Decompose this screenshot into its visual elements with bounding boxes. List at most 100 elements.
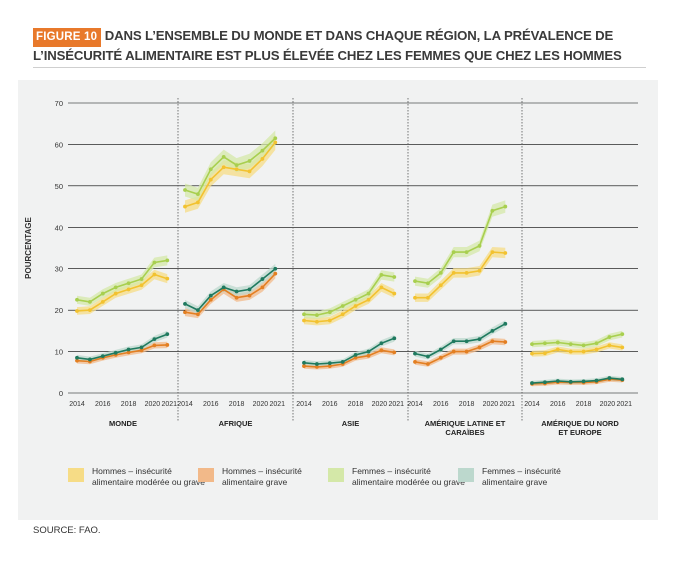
data-point bbox=[530, 342, 534, 347]
x-tick-label: 2021 bbox=[617, 401, 633, 408]
x-tick-label: 2018 bbox=[576, 401, 592, 408]
data-point bbox=[477, 337, 482, 342]
chart-panel: 0 10 20 30 40 50 60 70 POURCENTAGE 2014 2016 2018 20… bbox=[18, 80, 658, 520]
x-tick-label: 2014 bbox=[177, 401, 193, 408]
data-point bbox=[139, 348, 144, 353]
data-point bbox=[426, 362, 430, 366]
data-point bbox=[620, 345, 625, 350]
title-line-1: DANS L’ENSEMBLE DU MONDE ET DANS CHAQUE … bbox=[104, 28, 614, 43]
series-line-hommes-moderee bbox=[303, 286, 395, 323]
data-point bbox=[366, 297, 371, 302]
band-femmes-moderee bbox=[77, 255, 168, 306]
x-tick-label: 2021 bbox=[389, 401, 405, 408]
series-line-femmes-grave bbox=[531, 377, 623, 384]
data-point bbox=[451, 349, 456, 354]
data-point bbox=[152, 343, 157, 348]
data-point bbox=[477, 268, 482, 273]
y-tick-label: 60 bbox=[55, 140, 63, 149]
panel-label: ASIE bbox=[342, 419, 360, 428]
data-point bbox=[379, 341, 384, 346]
data-point bbox=[196, 200, 200, 205]
data-point bbox=[426, 295, 430, 300]
series-line-femmes-moderee bbox=[184, 137, 276, 196]
series-line-femmes-grave bbox=[303, 337, 395, 365]
data-point bbox=[139, 283, 144, 288]
data-point bbox=[165, 343, 170, 347]
panel-label: MONDE bbox=[109, 419, 137, 428]
x-tick-label: 2014 bbox=[407, 401, 423, 408]
series-line-hommes-grave bbox=[303, 349, 395, 368]
data-point bbox=[426, 281, 430, 286]
band-femmes-moderee bbox=[185, 130, 276, 201]
data-point bbox=[555, 347, 560, 352]
data-point bbox=[88, 357, 92, 362]
data-point bbox=[152, 272, 157, 277]
data-point bbox=[208, 293, 213, 298]
data-point bbox=[555, 379, 560, 383]
y-tick-label: 0 bbox=[59, 389, 63, 398]
x-tick-label: 2021 bbox=[162, 401, 178, 408]
x-tick-label: 2020 bbox=[253, 401, 269, 408]
data-point bbox=[196, 308, 200, 313]
data-point bbox=[530, 351, 534, 356]
data-point bbox=[165, 258, 170, 263]
data-point bbox=[490, 250, 495, 255]
data-point bbox=[353, 304, 358, 308]
x-tick-label: 2014 bbox=[69, 401, 85, 408]
data-point bbox=[126, 347, 131, 352]
series-line-femmes-grave bbox=[414, 323, 506, 358]
data-point bbox=[208, 177, 213, 182]
data-point bbox=[315, 365, 319, 369]
data-point bbox=[234, 167, 239, 172]
data-point bbox=[366, 353, 371, 358]
data-point bbox=[75, 309, 79, 313]
data-point bbox=[260, 277, 265, 281]
data-point bbox=[503, 321, 508, 326]
x-tick-label: 2020 bbox=[600, 401, 616, 408]
data-point bbox=[75, 297, 79, 302]
data-point bbox=[234, 295, 239, 300]
data-point bbox=[451, 250, 456, 255]
data-point bbox=[139, 277, 144, 281]
x-tick-label: 2020 bbox=[372, 401, 388, 408]
data-point bbox=[581, 343, 586, 348]
data-point bbox=[477, 345, 482, 350]
data-point bbox=[196, 192, 200, 197]
series-line-femmes-moderee bbox=[303, 274, 395, 316]
data-point bbox=[379, 348, 384, 353]
series-line-hommes-grave bbox=[531, 378, 623, 385]
data-point bbox=[183, 302, 187, 306]
data-point bbox=[568, 342, 573, 347]
data-point bbox=[392, 275, 397, 279]
data-point bbox=[568, 349, 573, 354]
data-point bbox=[327, 310, 332, 315]
data-point bbox=[327, 364, 332, 368]
data-point bbox=[490, 208, 495, 213]
data-point bbox=[438, 283, 443, 288]
data-point bbox=[366, 291, 371, 296]
data-point bbox=[273, 140, 278, 145]
title-line-2: L’INSÉCURITÉ ALIMENTAIRE EST PLUS ÉLEVÉE… bbox=[33, 48, 622, 63]
data-point bbox=[126, 281, 131, 286]
data-point bbox=[413, 295, 417, 300]
data-point bbox=[88, 308, 92, 313]
data-point bbox=[581, 349, 586, 354]
data-point bbox=[366, 349, 371, 354]
data-point bbox=[353, 352, 358, 357]
legend-label-hommes-moderee: Hommes – insécurité alimentaire modérée … bbox=[92, 466, 205, 487]
series-line-femmes-grave bbox=[184, 268, 276, 312]
y-tick-label: 20 bbox=[55, 306, 63, 315]
data-point bbox=[75, 358, 79, 363]
data-point bbox=[581, 379, 586, 384]
x-tick-label: 2020 bbox=[483, 401, 499, 408]
data-point bbox=[413, 351, 417, 356]
data-point bbox=[438, 347, 443, 352]
data-point bbox=[490, 339, 495, 344]
data-point bbox=[392, 350, 397, 355]
data-point bbox=[503, 204, 508, 209]
data-point bbox=[426, 354, 430, 359]
x-tick-label: 2018 bbox=[459, 401, 475, 408]
data-point bbox=[530, 381, 534, 385]
x-tick-label: 2016 bbox=[95, 401, 111, 408]
data-point bbox=[302, 364, 306, 368]
